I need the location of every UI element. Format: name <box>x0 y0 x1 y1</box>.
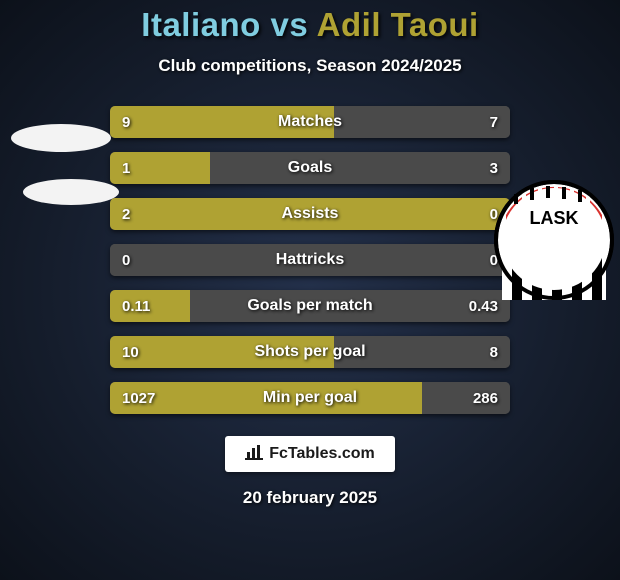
stat-row: Hattricks00 <box>110 244 510 276</box>
branding-text: FcTables.com <box>269 445 375 463</box>
stat-bar-right <box>190 290 510 322</box>
stat-bar-left <box>110 106 334 138</box>
stat-row: Min per goal1027286 <box>110 382 510 414</box>
team-badge-left-1 <box>8 114 114 162</box>
branding-row: FcTables.com <box>0 436 620 472</box>
vs-text: vs <box>261 6 317 43</box>
stat-bar-right <box>210 152 510 184</box>
stat-bar-left <box>110 382 422 414</box>
stat-bar-left <box>110 336 334 368</box>
team-badge-right: LASK <box>494 180 614 300</box>
stat-row: Goals per match0.110.43 <box>110 290 510 322</box>
subtitle: Club competitions, Season 2024/2025 <box>0 56 620 76</box>
stat-bar-right <box>422 382 510 414</box>
stat-bar-left <box>110 152 210 184</box>
stat-row: Goals13 <box>110 152 510 184</box>
branding-box[interactable]: FcTables.com <box>225 436 395 472</box>
stat-row: Matches97 <box>110 106 510 138</box>
player-right-name: Adil Taoui <box>317 6 479 43</box>
stat-bar-left <box>110 198 510 230</box>
page-title: Italiano vs Adil Taoui <box>0 6 620 44</box>
footer-date: 20 february 2025 <box>0 488 620 508</box>
badge-right-label: LASK <box>530 208 579 228</box>
stat-bar-right <box>334 336 510 368</box>
stat-row: Shots per goal108 <box>110 336 510 368</box>
team-badge-left-2 <box>20 168 122 216</box>
stat-bar-right <box>110 244 510 276</box>
stat-bar-left <box>110 290 190 322</box>
stat-bar-right <box>334 106 510 138</box>
player-left-name: Italiano <box>141 6 261 43</box>
stat-row: Assists20 <box>110 198 510 230</box>
chart-icon <box>245 444 263 465</box>
